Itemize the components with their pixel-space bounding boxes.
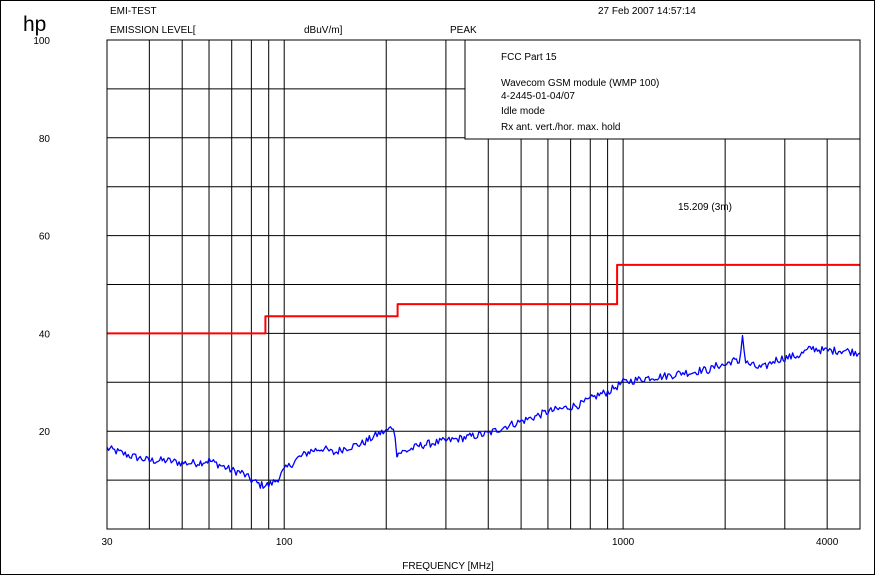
y-tick-label: 100 (33, 36, 50, 47)
logo: hp (23, 13, 46, 36)
unit-label: dBuV/m] (304, 25, 343, 36)
datetime-label: 27 Feb 2007 14:57:14 (598, 6, 696, 17)
limit-label: 15.209 (3m) (678, 202, 732, 213)
y-tick-label: 80 (39, 134, 51, 145)
y-tick-label: 40 (39, 329, 51, 340)
x-tick-labels: 30 100 1000 4000 (101, 537, 838, 548)
x-tick-label: 4000 (816, 537, 839, 548)
info-box (464, 39, 861, 140)
info-line-2: Wavecom GSM module (WMP 100) (501, 78, 659, 89)
detector-label: PEAK (450, 25, 477, 36)
y-tick-label: 60 (39, 232, 51, 243)
info-line-3: 4-2445-01-04/07 (501, 91, 575, 102)
x-tick-label: 30 (101, 537, 113, 548)
info-line-4: Idle mode (501, 106, 545, 117)
x-tick-label: 1000 (612, 537, 635, 548)
y-tick-label: 20 (39, 427, 51, 438)
limit-line-series (107, 263, 860, 335)
y-tick-labels: 20 40 60 80 100 (33, 36, 50, 438)
test-name: EMI-TEST (110, 6, 157, 17)
x-axis-label: FREQUENCY [MHz] (402, 561, 494, 572)
info-line-1: FCC Part 15 (501, 52, 557, 63)
x-tick-label: 100 (276, 537, 293, 548)
peak-trace-series (106, 334, 861, 489)
series (106, 263, 861, 489)
info-line-5: Rx ant. vert./hor. max. hold (501, 122, 621, 133)
plot-frame (106, 39, 861, 530)
measurement-label: EMISSION LEVEL[ (110, 25, 196, 36)
